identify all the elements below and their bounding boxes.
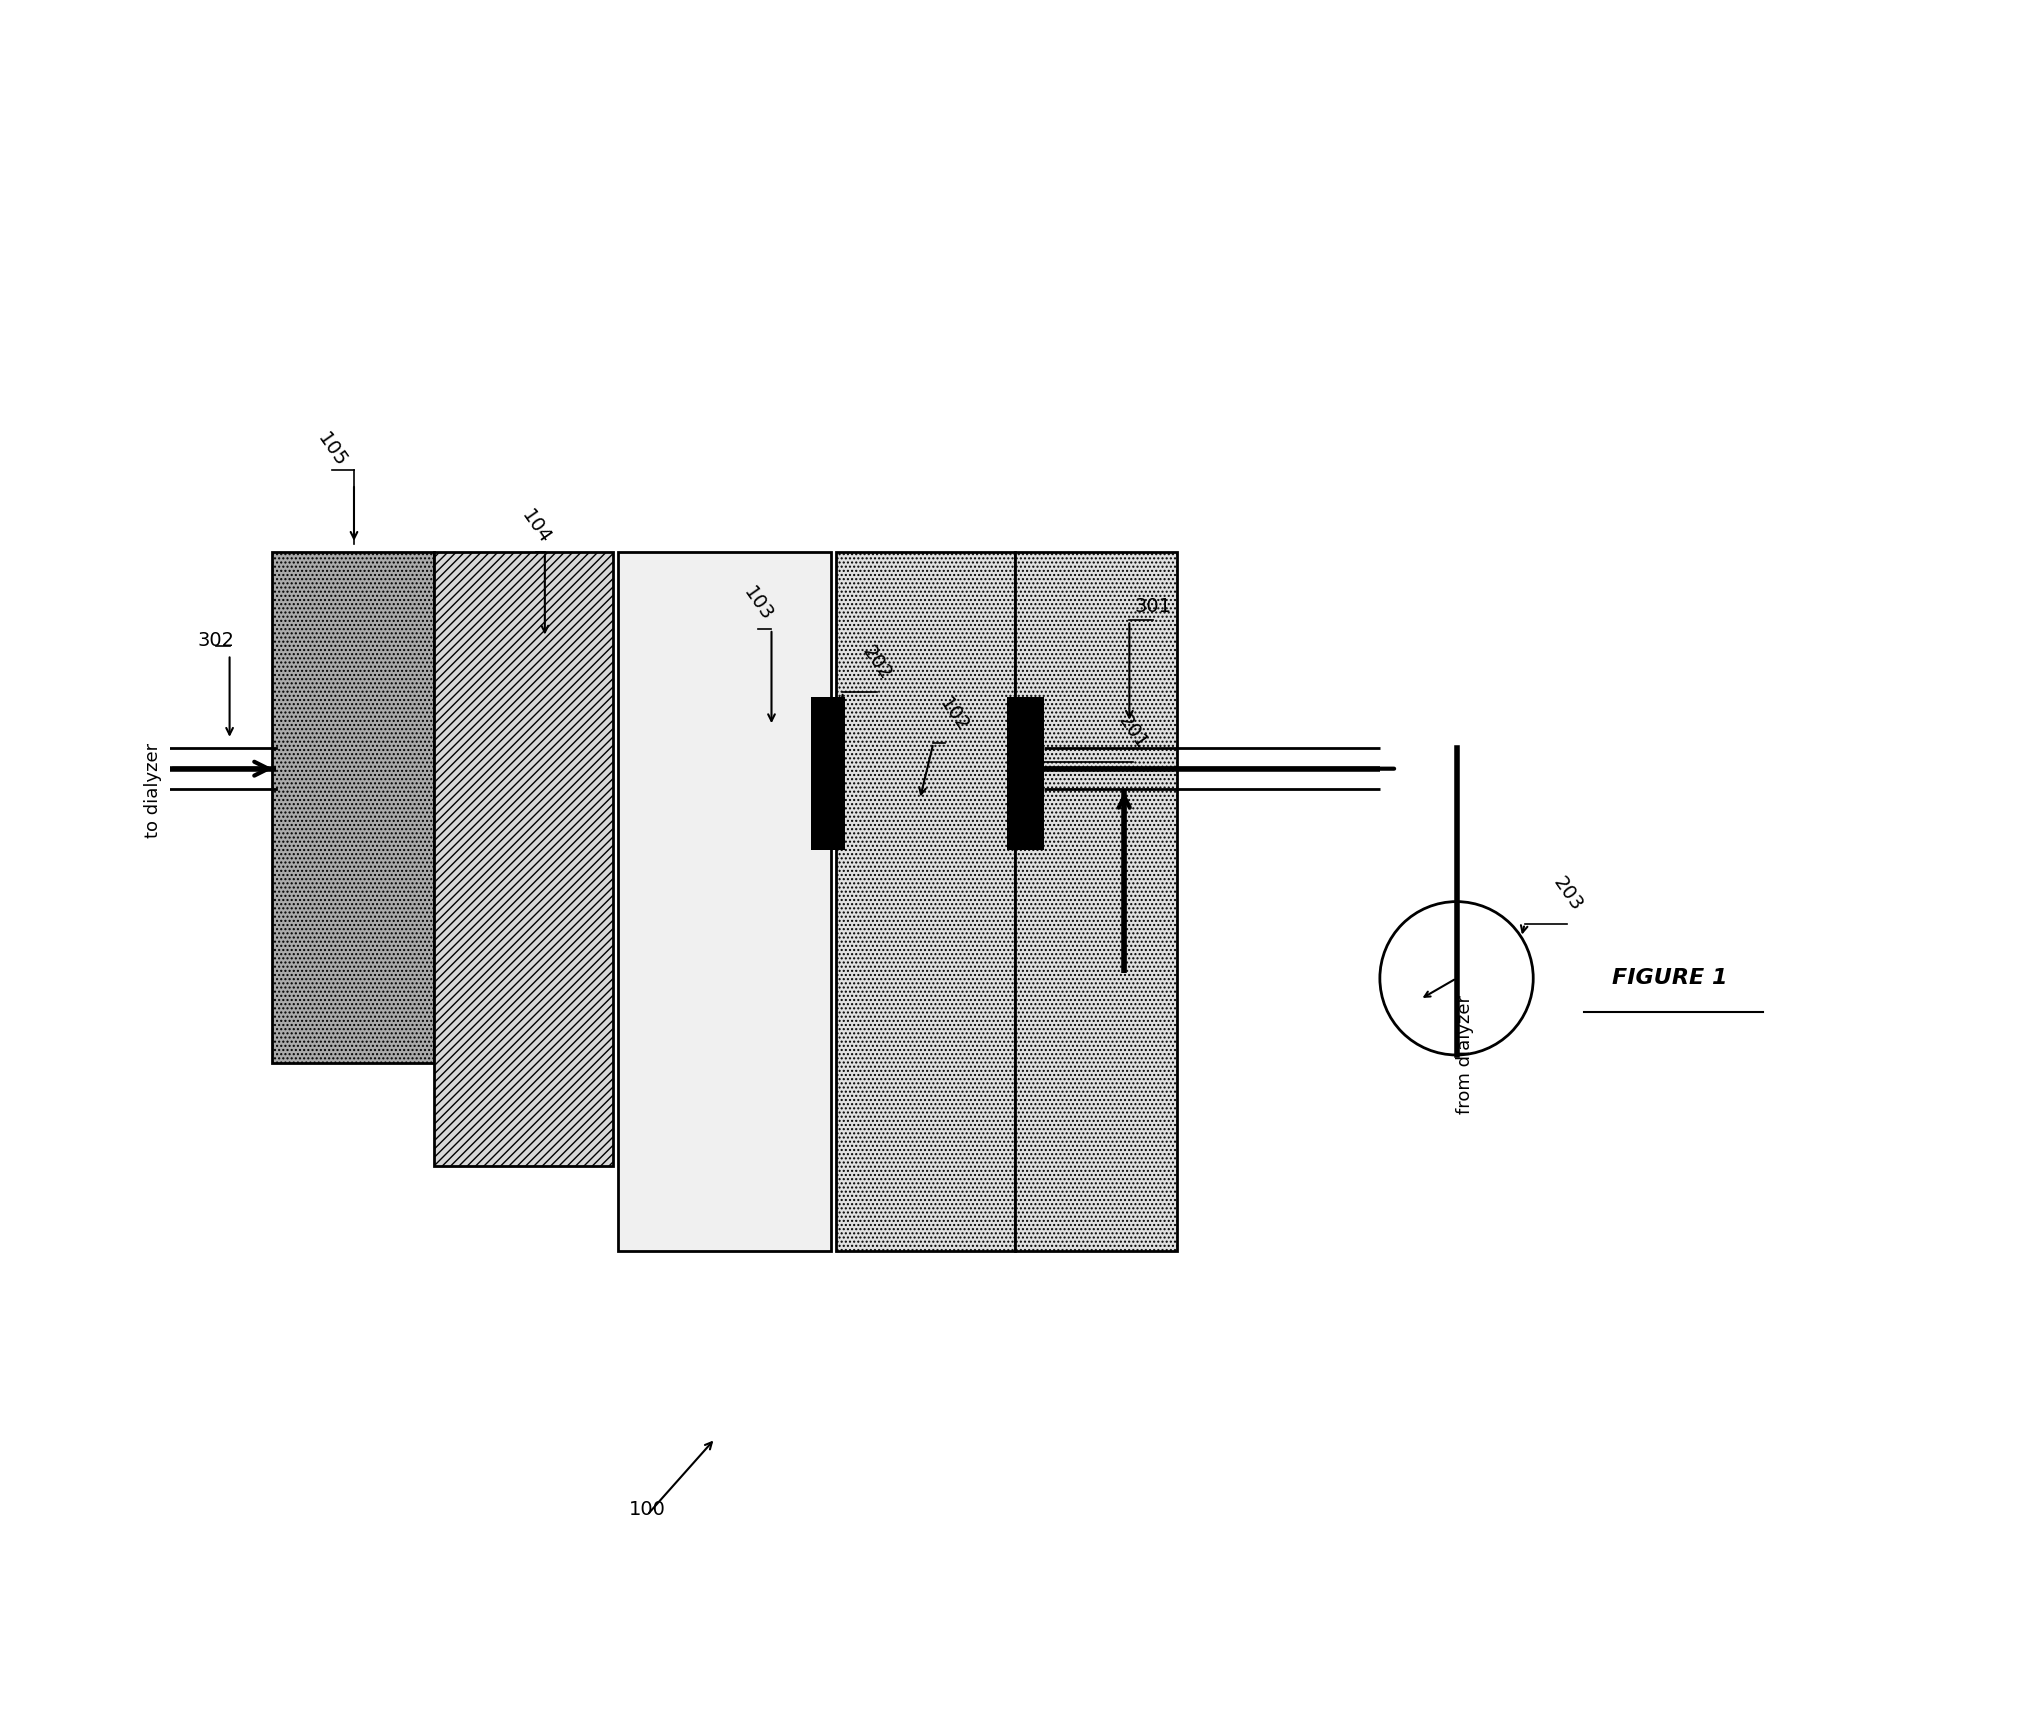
Bar xyxy=(617,551,832,1251)
Bar xyxy=(1006,698,1044,850)
Bar xyxy=(811,698,844,850)
Text: 203: 203 xyxy=(1549,873,1586,914)
Bar xyxy=(433,551,613,1167)
Bar xyxy=(1016,551,1177,1251)
Text: 202: 202 xyxy=(858,643,895,684)
Bar xyxy=(272,551,433,1063)
Text: 102: 102 xyxy=(936,694,973,735)
Text: FIGURE 1: FIGURE 1 xyxy=(1613,969,1727,988)
Text: 103: 103 xyxy=(740,582,777,624)
Text: from dialyzer: from dialyzer xyxy=(1455,995,1474,1115)
Text: 302: 302 xyxy=(198,631,235,649)
Bar xyxy=(836,551,1016,1251)
Circle shape xyxy=(1380,902,1533,1055)
Text: 201: 201 xyxy=(1114,711,1151,752)
Text: 104: 104 xyxy=(517,507,554,548)
Text: 100: 100 xyxy=(630,1500,666,1519)
Text: to dialyzer: to dialyzer xyxy=(143,744,161,838)
Text: 301: 301 xyxy=(1134,596,1171,617)
Text: 105: 105 xyxy=(313,430,350,471)
